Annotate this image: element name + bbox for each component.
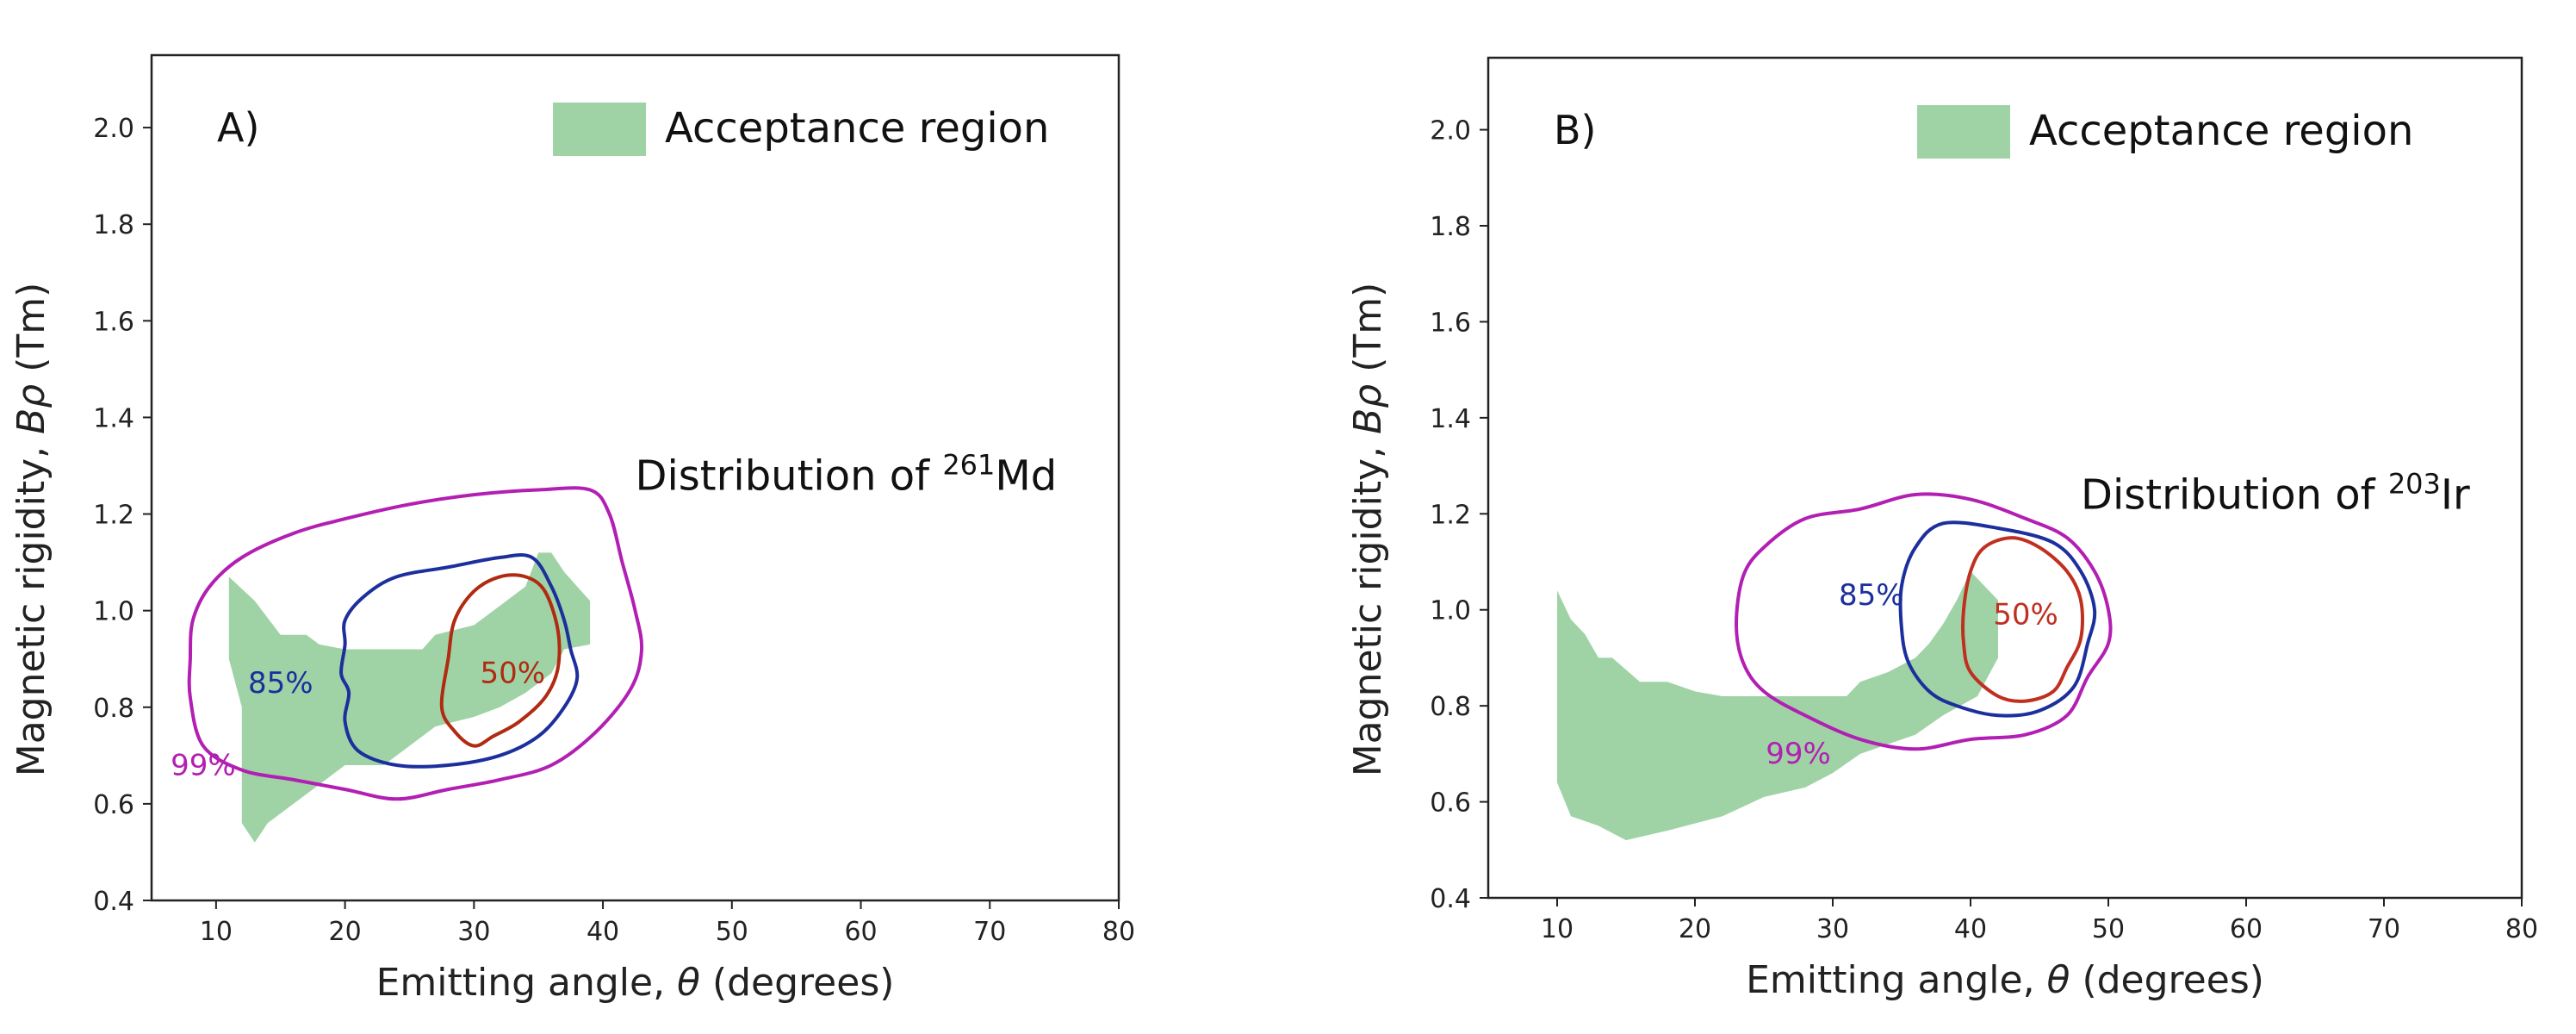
- y-tick-label: 1.8: [93, 210, 134, 240]
- x-tick-label: 10: [1541, 914, 1574, 944]
- y-tick-label: 0.6: [1430, 788, 1471, 819]
- y-tick-label: 1.0: [1430, 596, 1471, 626]
- x-axis-label: Emitting angle, θ (degrees): [376, 961, 895, 1005]
- panel-label: A): [217, 104, 259, 151]
- acceptance-region: [228, 552, 591, 843]
- x-tick-label: 40: [587, 917, 619, 947]
- y-tick-label: 1.0: [93, 597, 134, 627]
- y-tick-label: 1.6: [1430, 308, 1471, 338]
- legend-swatch: [553, 103, 647, 156]
- y-tick-label: 0.6: [93, 790, 134, 820]
- panel-b-chart: 99% 85% 50% 10 20 30 40 50 60 70 80 0.4 0.6 0.8 1.0 1.…: [1346, 56, 2538, 1002]
- mass-number: 203: [2388, 468, 2441, 501]
- y-tick-label: 1.4: [93, 403, 134, 433]
- x-tick-label: 80: [1102, 917, 1135, 947]
- y-tick-label: 1.2: [93, 501, 134, 531]
- panel-a-chart: 99% 85% 50% 10 20 30 40 50 60 70 80 0.4 0.6 0.8 1.0 1.…: [9, 53, 1135, 1005]
- x-tick-label: 80: [2505, 914, 2538, 944]
- contour-label-85pct: 85%: [1839, 578, 1904, 613]
- y-tick-label: 1.2: [1430, 500, 1471, 530]
- plot-frame: [1487, 56, 2523, 900]
- x-tick-label: 20: [329, 917, 362, 947]
- y-tick-label: 1.4: [1430, 404, 1471, 434]
- y-tick-label: 2.0: [1430, 116, 1471, 146]
- contour-label-50pct: 50%: [480, 657, 545, 691]
- distribution-prefix: Distribution of: [2081, 471, 2388, 520]
- x-tick-label: 10: [200, 917, 233, 947]
- y-tick-label: 0.8: [93, 694, 134, 724]
- acceptance-region: [1557, 571, 1998, 841]
- x-tick-label: 70: [2368, 914, 2400, 944]
- x-tick-label: 60: [2230, 914, 2263, 944]
- y-axis-label: Magnetic rigidity, Bρ (Tm): [9, 283, 53, 777]
- element-symbol: Md: [995, 452, 1057, 501]
- contour-99pct: [187, 486, 644, 801]
- distribution-prefix: Distribution of: [636, 452, 943, 501]
- contour-85pct: [1898, 520, 2097, 718]
- y-axis-label: Magnetic rigidity, Bρ (Tm): [1346, 283, 1390, 777]
- y-tick-label: 0.4: [1430, 884, 1471, 914]
- contour-label-85pct: 85%: [248, 666, 313, 701]
- x-axis-label: Emitting angle, θ (degrees): [1746, 958, 2264, 1002]
- x-tick-label: 50: [2092, 914, 2125, 944]
- contour-label-99pct: 99%: [1766, 737, 1831, 771]
- panel-label: B): [1554, 107, 1597, 153]
- legend-swatch: [1917, 105, 2010, 159]
- y-tick-label: 1.6: [93, 307, 134, 337]
- contour-50pct: [439, 573, 562, 748]
- contour-label-99pct: 99%: [171, 748, 236, 782]
- x-tick-label: 50: [716, 917, 748, 947]
- y-tick-label: 0.8: [1430, 692, 1471, 722]
- plot-frame: [150, 53, 1120, 902]
- contour-50pct: [1961, 536, 2085, 703]
- x-tick-label: 40: [1954, 914, 1987, 944]
- contour-99pct: [1735, 492, 2113, 751]
- x-tick-label: 60: [844, 917, 877, 947]
- x-tick-label: 30: [457, 917, 490, 947]
- contour-85pct: [339, 553, 580, 769]
- x-tick-label: 20: [1679, 914, 1711, 944]
- x-tick-label: 70: [973, 917, 1006, 947]
- mass-number: 261: [942, 449, 995, 482]
- distribution-annotation: Distribution of 203Ir: [2081, 468, 2470, 520]
- legend-label: Acceptance region: [2029, 107, 2413, 155]
- y-tick-label: 0.4: [93, 887, 134, 917]
- element-symbol: Ir: [2441, 471, 2470, 520]
- legend-label: Acceptance region: [665, 104, 1049, 153]
- distribution-annotation: Distribution of 261Md: [636, 449, 1058, 501]
- contour-label-50pct: 50%: [1993, 597, 2058, 632]
- x-tick-label: 30: [1816, 914, 1849, 944]
- y-tick-label: 1.8: [1430, 212, 1471, 242]
- y-tick-label: 2.0: [93, 114, 134, 144]
